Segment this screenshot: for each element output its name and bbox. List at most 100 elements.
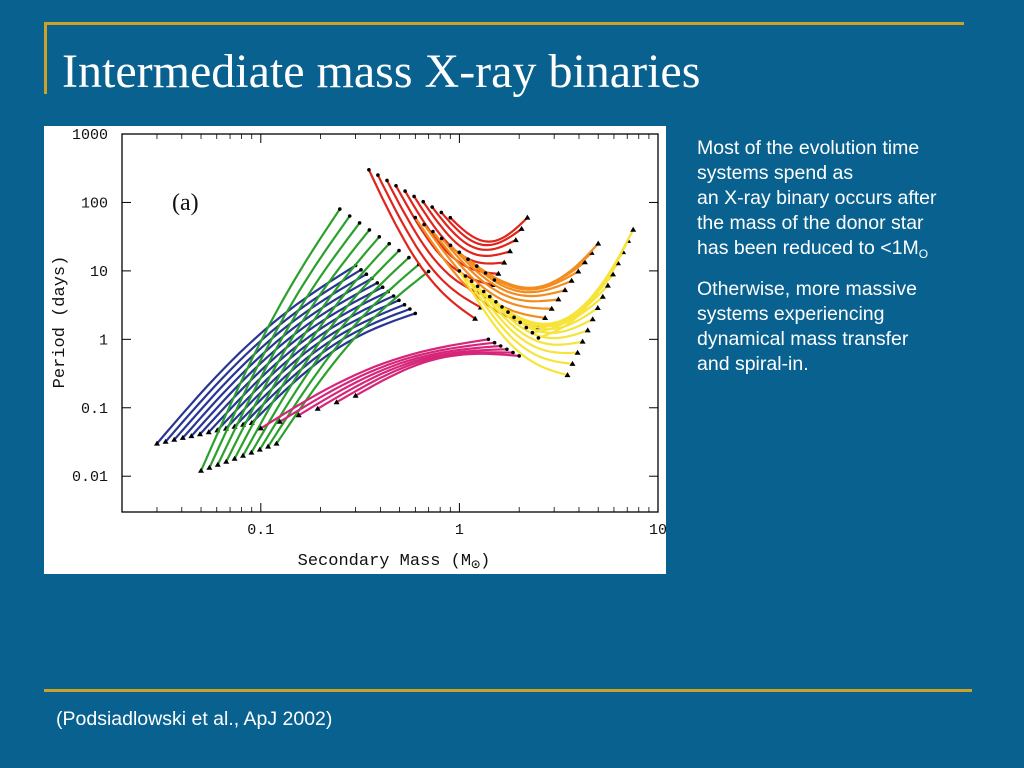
track-end-marker bbox=[564, 372, 571, 378]
track-start-marker bbox=[397, 248, 401, 253]
p2-line-2: systems experiencing bbox=[697, 303, 885, 325]
track-green-6 bbox=[250, 249, 400, 454]
track-end-marker bbox=[599, 293, 606, 299]
track-start-marker bbox=[413, 311, 418, 316]
track-start-marker bbox=[375, 281, 380, 285]
track-start-marker bbox=[407, 255, 411, 260]
y-tick-label-4: 0.1 bbox=[81, 401, 108, 418]
title-rule-vertical bbox=[44, 22, 47, 94]
track-end-marker bbox=[495, 270, 502, 276]
track-start-marker bbox=[402, 302, 407, 307]
track-start-marker bbox=[475, 284, 480, 289]
track-start-marker bbox=[498, 344, 503, 348]
track-end-marker bbox=[555, 296, 562, 302]
track-start-marker bbox=[391, 294, 396, 298]
p2-line-4: and spiral-in. bbox=[697, 353, 809, 375]
track-yellow-1 bbox=[464, 275, 573, 365]
track-end-marker bbox=[256, 446, 263, 452]
solar-subscript: O bbox=[918, 247, 929, 261]
track-start-marker bbox=[483, 271, 488, 275]
track-start-marker bbox=[387, 241, 392, 246]
track-start-marker bbox=[517, 354, 521, 358]
track-start-marker bbox=[403, 189, 407, 193]
p1-line-2: systems spend as bbox=[697, 162, 854, 184]
track-end-marker bbox=[197, 431, 203, 437]
track-start-marker bbox=[506, 310, 510, 314]
y-axis-label: Period (days) bbox=[51, 256, 70, 389]
track-red-7 bbox=[431, 206, 517, 251]
track-start-marker bbox=[448, 215, 453, 220]
track-end-marker bbox=[575, 268, 582, 274]
track-start-marker bbox=[488, 294, 492, 299]
track-start-marker bbox=[469, 279, 474, 283]
p1-line-1: Most of the evolution time bbox=[697, 137, 920, 159]
track-end-marker bbox=[574, 349, 581, 355]
panel-label: (a) bbox=[172, 190, 199, 216]
track-start-marker bbox=[338, 207, 342, 211]
x-tick-label-1: 1 bbox=[455, 522, 464, 539]
track-start-marker bbox=[492, 340, 497, 345]
track-start-marker bbox=[377, 235, 382, 239]
figure-panel: 0.1 1 10 1000 100 10 1 0.1 0.01 (a) Period (days… bbox=[44, 126, 666, 574]
track-red-9 bbox=[449, 216, 529, 243]
track-end-marker bbox=[548, 305, 555, 311]
track-end-marker bbox=[314, 405, 321, 411]
track-start-marker bbox=[397, 298, 401, 303]
track-start-marker bbox=[486, 337, 491, 342]
track-orange-5 bbox=[458, 251, 573, 294]
track-green-0 bbox=[199, 208, 341, 472]
track-end-marker bbox=[630, 226, 637, 232]
track-yellow-4 bbox=[482, 290, 589, 340]
paragraph-donor-mass: Most of the evolution time systems spend… bbox=[697, 136, 1017, 267]
track-end-marker bbox=[595, 240, 602, 246]
track-end-marker bbox=[265, 443, 272, 449]
track-end-marker bbox=[257, 425, 264, 431]
track-start-marker bbox=[422, 222, 426, 227]
track-magenta-4 bbox=[336, 351, 514, 404]
track-navy-0 bbox=[156, 264, 357, 445]
track-start-marker bbox=[421, 199, 426, 204]
track-navy-10 bbox=[242, 307, 411, 426]
track-end-marker bbox=[569, 360, 576, 366]
track-end-marker bbox=[352, 392, 359, 398]
track-start-marker bbox=[367, 168, 371, 172]
track-end-marker bbox=[248, 449, 255, 455]
track-navy-8 bbox=[225, 299, 400, 430]
track-start-marker bbox=[376, 173, 380, 177]
track-end-marker bbox=[198, 467, 204, 473]
track-orange-2 bbox=[432, 230, 552, 310]
track-end-marker bbox=[512, 237, 519, 243]
body-text: Most of the evolution time systems spend… bbox=[697, 136, 1017, 387]
track-start-marker bbox=[431, 229, 435, 234]
p1-line-3: an X-ray binary occurs after bbox=[697, 187, 937, 209]
track-start-marker bbox=[412, 194, 416, 199]
track-orange-3 bbox=[440, 237, 559, 303]
track-end-marker bbox=[501, 259, 508, 265]
footer-rule bbox=[44, 689, 972, 692]
track-end-marker bbox=[214, 461, 221, 467]
track-start-marker bbox=[494, 300, 498, 304]
x-tick-label-2: 10 bbox=[649, 522, 666, 539]
track-end-marker bbox=[154, 440, 160, 446]
track-start-marker bbox=[530, 330, 535, 335]
track-start-marker bbox=[511, 350, 515, 355]
track-end-marker bbox=[205, 429, 212, 435]
track-start-marker bbox=[463, 274, 468, 278]
y-tick-label-5: 0.01 bbox=[72, 469, 108, 486]
p2-line-1: Otherwise, more massive bbox=[697, 278, 917, 300]
y-tick-label-3: 1 bbox=[99, 332, 108, 349]
track-start-marker bbox=[524, 325, 529, 330]
track-magenta-0 bbox=[260, 338, 489, 430]
track-start-marker bbox=[475, 264, 479, 268]
track-end-marker bbox=[273, 440, 280, 446]
track-start-marker bbox=[385, 178, 389, 183]
track-start-marker bbox=[367, 228, 372, 232]
track-magenta-3 bbox=[317, 348, 507, 410]
track-green-9 bbox=[275, 270, 430, 445]
p2-line-3: dynamical mass transfer bbox=[697, 328, 909, 350]
track-start-marker bbox=[380, 285, 385, 289]
track-end-marker bbox=[524, 214, 531, 220]
track-start-marker bbox=[408, 307, 412, 311]
track-start-marker bbox=[457, 269, 462, 273]
track-green-5 bbox=[242, 242, 391, 457]
